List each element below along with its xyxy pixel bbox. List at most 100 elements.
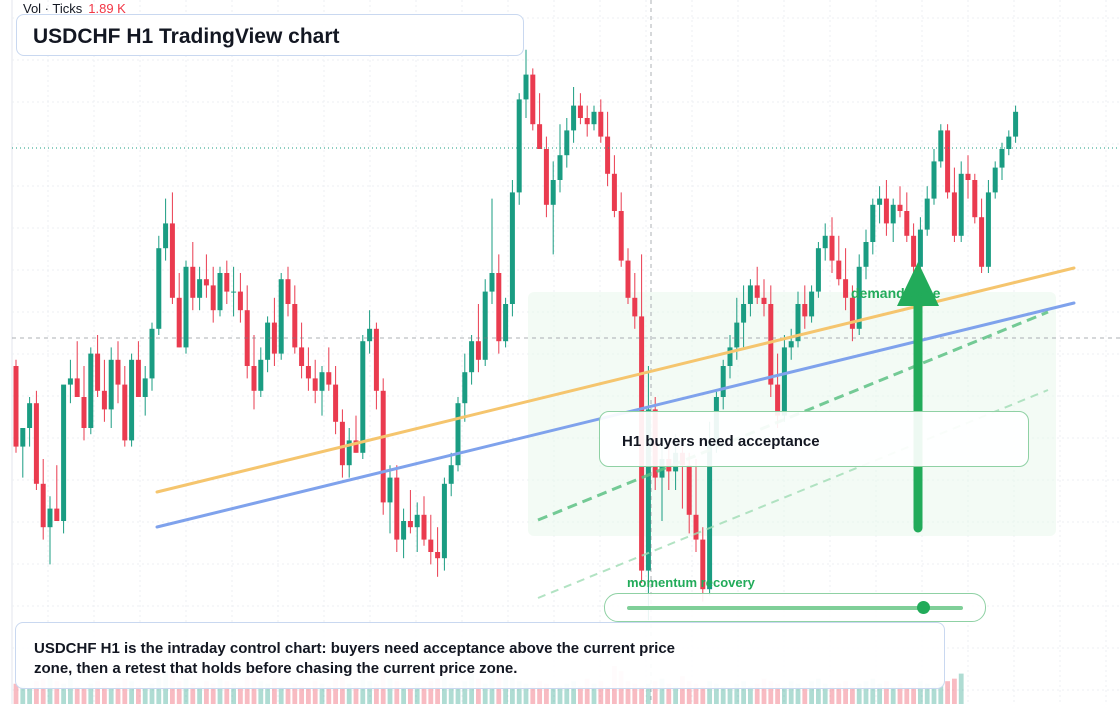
volume-indicator-value: 1.89 K xyxy=(88,1,126,16)
candle-body xyxy=(387,477,393,503)
volume-bar xyxy=(312,681,318,704)
candle-body xyxy=(693,514,699,540)
candle xyxy=(999,142,1005,180)
volume-indicator-legend[interactable]: Vol · Ticks 1.89 K xyxy=(23,1,126,16)
volume-bar xyxy=(340,676,345,704)
candle-body xyxy=(979,217,985,267)
volume-bar xyxy=(829,686,835,704)
candle-body xyxy=(142,378,148,397)
candle-body xyxy=(917,229,923,267)
candle xyxy=(319,366,325,416)
candle xyxy=(81,366,87,441)
candle-body xyxy=(285,279,291,304)
candle-body xyxy=(951,192,957,236)
volume-bar xyxy=(435,678,440,704)
volume-bar xyxy=(81,688,87,704)
candle-body xyxy=(67,378,73,385)
momentum-slider[interactable] xyxy=(604,593,986,622)
candle xyxy=(380,378,386,515)
candle xyxy=(584,105,590,137)
candle-body xyxy=(135,359,141,397)
volume-bar xyxy=(748,686,753,704)
candle xyxy=(802,285,808,329)
candle-body xyxy=(88,353,94,428)
volume-bar xyxy=(448,683,454,704)
candle-body xyxy=(992,167,998,193)
volume-bar xyxy=(924,683,930,704)
candle xyxy=(373,322,379,410)
volume-bar xyxy=(13,683,19,704)
candle-body xyxy=(448,465,454,484)
volume-bar xyxy=(822,683,828,704)
volume-bar xyxy=(863,681,869,704)
candle-body xyxy=(414,514,420,528)
candle xyxy=(897,186,903,218)
candle-body xyxy=(781,347,787,416)
candle-body xyxy=(20,428,26,447)
volume-bar xyxy=(299,686,304,704)
candle-body xyxy=(149,328,155,379)
candle-body xyxy=(441,483,447,559)
volume-bar xyxy=(231,683,236,704)
candle-body xyxy=(890,204,896,224)
volume-bar xyxy=(176,681,182,704)
candle-body xyxy=(584,118,590,125)
volume-bar xyxy=(666,683,672,704)
candle-body xyxy=(197,279,203,298)
candle xyxy=(33,390,39,490)
candle-body xyxy=(931,161,937,199)
candle-body xyxy=(305,366,311,379)
candle-body xyxy=(455,403,461,466)
candle xyxy=(13,359,19,453)
candle-body xyxy=(509,192,515,304)
candle-body xyxy=(231,291,237,293)
volume-bar xyxy=(408,688,413,704)
candle-body xyxy=(625,260,631,298)
candle xyxy=(598,99,604,143)
candle-body xyxy=(924,198,930,230)
volume-bar xyxy=(183,678,189,704)
candle xyxy=(210,266,216,323)
candle xyxy=(1013,105,1019,143)
candle-body xyxy=(47,508,53,528)
candle xyxy=(863,229,869,280)
candlestick-series[interactable] xyxy=(13,49,1019,621)
candle xyxy=(843,248,849,311)
volume-bar xyxy=(782,686,787,704)
volume-bar xyxy=(102,686,107,704)
candle-body xyxy=(747,285,753,304)
candle xyxy=(931,149,937,205)
volume-bar xyxy=(775,683,780,704)
candle xyxy=(271,297,277,366)
candle-body xyxy=(632,297,638,317)
candle xyxy=(346,428,352,478)
candle xyxy=(462,353,468,422)
candle xyxy=(74,341,80,397)
candle-body xyxy=(523,74,529,100)
candle-body xyxy=(156,248,162,329)
candle xyxy=(61,384,67,534)
candle xyxy=(489,198,495,304)
volume-bar xyxy=(20,686,26,704)
candle xyxy=(285,266,291,317)
candle-body xyxy=(761,297,767,304)
volume-bar xyxy=(510,676,515,704)
candle-body xyxy=(237,291,243,311)
candle xyxy=(992,161,998,199)
candle xyxy=(176,273,182,348)
candle-body xyxy=(258,359,264,391)
momentum-slider-thumb[interactable] xyxy=(916,601,930,614)
candle-body xyxy=(353,440,359,453)
volume-bar xyxy=(958,673,964,704)
candle xyxy=(503,297,509,348)
candle-body xyxy=(938,130,944,162)
volume-bar xyxy=(333,678,338,704)
candle xyxy=(809,285,815,323)
volume-bar xyxy=(741,681,746,704)
volume-bar xyxy=(605,686,610,704)
volume-bar xyxy=(40,678,46,704)
volume-bar xyxy=(217,678,223,704)
candle-body xyxy=(611,173,617,211)
volume-bar xyxy=(374,683,379,704)
